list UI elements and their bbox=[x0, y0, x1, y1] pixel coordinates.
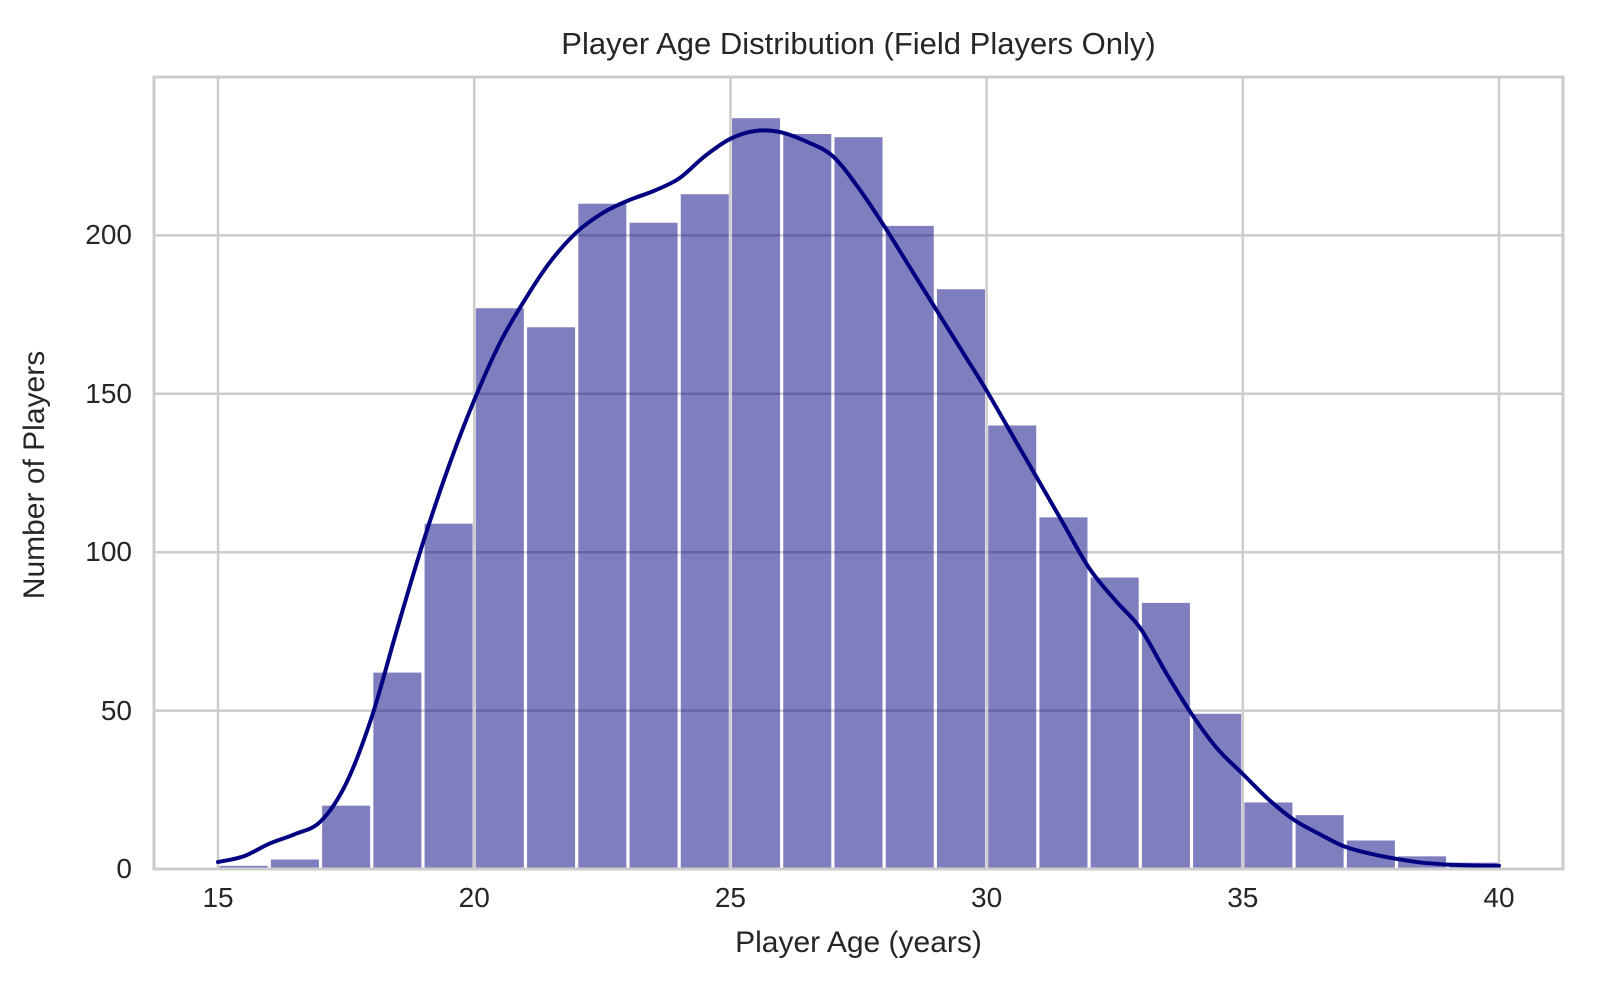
histogram-bar bbox=[219, 865, 268, 869]
axis-spine bbox=[152, 75, 1565, 871]
y-axis-label: Number of Players bbox=[18, 350, 51, 600]
histogram-bar bbox=[988, 425, 1037, 869]
chart-title: Player Age Distribution (Field Players O… bbox=[561, 26, 1156, 61]
histogram-bar bbox=[322, 805, 371, 869]
histogram-bar bbox=[373, 672, 422, 869]
x-tick-label: 15 bbox=[202, 882, 234, 913]
histogram-bar bbox=[1039, 517, 1088, 869]
y-tick-label: 200 bbox=[85, 219, 132, 251]
x-tick-label: 25 bbox=[714, 882, 746, 913]
histogram-bar bbox=[578, 203, 627, 870]
x-tick-label: 20 bbox=[458, 882, 490, 913]
y-tick-label: 100 bbox=[85, 536, 132, 568]
histogram-bar bbox=[527, 327, 576, 870]
x-axis-label: Player Age (years) bbox=[735, 926, 982, 959]
histogram-bar bbox=[680, 194, 729, 869]
x-tick-label: 35 bbox=[1227, 882, 1259, 913]
histogram-bar bbox=[885, 225, 934, 869]
histogram-bar bbox=[783, 134, 832, 870]
y-tick-label: 50 bbox=[100, 694, 132, 726]
histogram-bar bbox=[1090, 577, 1139, 869]
histogram-bar bbox=[732, 118, 781, 869]
histogram-bar bbox=[270, 859, 319, 869]
histogram-bar bbox=[475, 308, 524, 869]
histogram-bar bbox=[936, 289, 985, 870]
y-tick-label: 0 bbox=[116, 853, 132, 884]
histogram-bar bbox=[1193, 713, 1242, 869]
kde-curve bbox=[216, 128, 1501, 868]
histogram-bar bbox=[424, 523, 473, 869]
y-tick-label: 150 bbox=[85, 377, 132, 409]
x-tick-label: 30 bbox=[971, 882, 1003, 913]
x-tick-label: 40 bbox=[1483, 882, 1515, 913]
histogram-bar bbox=[834, 137, 883, 869]
histogram-bar bbox=[629, 222, 678, 869]
